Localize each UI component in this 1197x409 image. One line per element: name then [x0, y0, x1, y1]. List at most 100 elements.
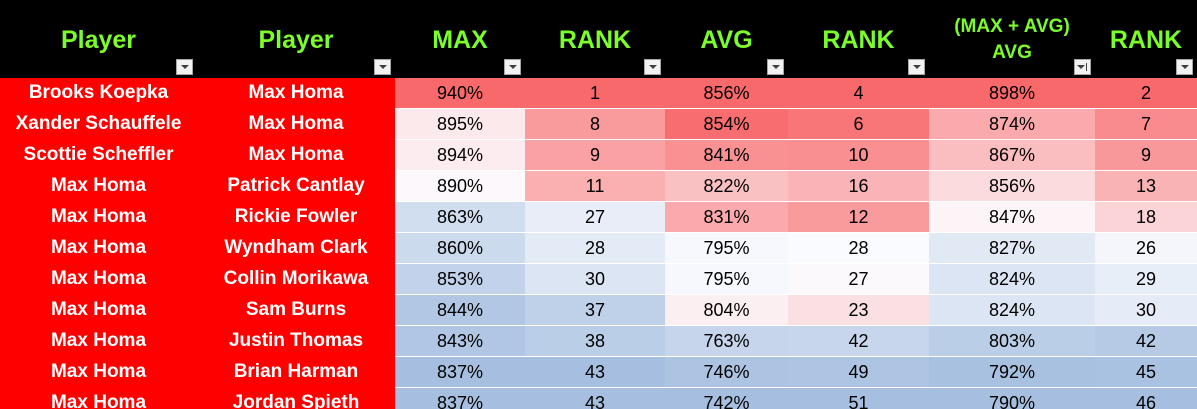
cell-player-1[interactable]: Max Homa — [0, 387, 197, 409]
cell-max-rank[interactable]: 8 — [525, 108, 665, 140]
cell-combined-rank[interactable]: 42 — [1095, 325, 1197, 357]
cell-avg-rank[interactable]: 49 — [788, 356, 929, 388]
sort-filter-icon[interactable] — [1074, 59, 1091, 75]
cell-max-rank[interactable]: 37 — [525, 294, 665, 326]
cell-combined-rank[interactable]: 26 — [1095, 232, 1197, 264]
cell-player-2[interactable]: Patrick Cantlay — [197, 170, 395, 202]
cell-player-1[interactable]: Xander Schauffele — [0, 108, 197, 140]
cell-combined-rank[interactable]: 9 — [1095, 139, 1197, 171]
cell-combined[interactable]: 898% — [929, 78, 1095, 109]
filter-dropdown-icon[interactable] — [504, 59, 521, 75]
cell-avg[interactable]: 742% — [665, 387, 788, 409]
cell-max[interactable]: 853% — [395, 263, 525, 295]
cell-combined[interactable]: 790% — [929, 387, 1095, 409]
cell-avg[interactable]: 763% — [665, 325, 788, 357]
cell-avg-rank[interactable]: 28 — [788, 232, 929, 264]
cell-combined[interactable]: 856% — [929, 170, 1095, 202]
cell-player-2[interactable]: Jordan Spieth — [197, 387, 395, 409]
cell-max[interactable]: 837% — [395, 356, 525, 388]
cell-combined-rank[interactable]: 30 — [1095, 294, 1197, 326]
cell-max[interactable]: 863% — [395, 201, 525, 233]
cell-avg[interactable]: 795% — [665, 263, 788, 295]
cell-player-1[interactable]: Max Homa — [0, 294, 197, 326]
cell-player-2[interactable]: Sam Burns — [197, 294, 395, 326]
cell-max[interactable]: 860% — [395, 232, 525, 264]
cell-combined-rank[interactable]: 29 — [1095, 263, 1197, 295]
cell-max-rank[interactable]: 27 — [525, 201, 665, 233]
cell-max-rank[interactable]: 43 — [525, 387, 665, 409]
cell-avg-rank[interactable]: 6 — [788, 108, 929, 140]
cell-combined[interactable]: 874% — [929, 108, 1095, 140]
cell-combined[interactable]: 827% — [929, 232, 1095, 264]
cell-avg-rank[interactable]: 12 — [788, 201, 929, 233]
cell-combined[interactable]: 867% — [929, 139, 1095, 171]
cell-avg-rank[interactable]: 42 — [788, 325, 929, 357]
cell-combined[interactable]: 824% — [929, 294, 1095, 326]
cell-player-2[interactable]: Wyndham Clark — [197, 232, 395, 264]
cell-avg-rank[interactable]: 51 — [788, 387, 929, 409]
cell-player-2[interactable]: Collin Morikawa — [197, 263, 395, 295]
cell-max-rank[interactable]: 1 — [525, 78, 665, 109]
cell-player-2[interactable]: Max Homa — [197, 78, 395, 109]
cell-player-2[interactable]: Justin Thomas — [197, 325, 395, 357]
cell-player-1[interactable]: Max Homa — [0, 201, 197, 233]
cell-avg[interactable]: 804% — [665, 294, 788, 326]
cell-player-1[interactable]: Max Homa — [0, 263, 197, 295]
cell-combined-rank[interactable]: 13 — [1095, 170, 1197, 202]
cell-max-rank[interactable]: 9 — [525, 139, 665, 171]
table-body: Brooks Koepka Max Homa 940% 1 856% 4 898% 2 Xand… — [0, 78, 1197, 409]
cell-player-1[interactable]: Brooks Koepka — [0, 78, 197, 109]
cell-avg[interactable]: 746% — [665, 356, 788, 388]
cell-avg-rank[interactable]: 16 — [788, 170, 929, 202]
cell-combined[interactable]: 803% — [929, 325, 1095, 357]
cell-combined-rank[interactable]: 2 — [1095, 78, 1197, 109]
cell-avg[interactable]: 822% — [665, 170, 788, 202]
cell-combined[interactable]: 792% — [929, 356, 1095, 388]
cell-player-1[interactable]: Max Homa — [0, 170, 197, 202]
table-row: Max Homa Brian Harman 837% 43 746% 49 792% 45 — [0, 356, 1197, 388]
cell-player-1[interactable]: Max Homa — [0, 325, 197, 357]
cell-combined-rank[interactable]: 46 — [1095, 387, 1197, 409]
cell-player-1[interactable]: Max Homa — [0, 356, 197, 388]
filter-dropdown-icon[interactable] — [908, 59, 925, 75]
cell-combined-rank[interactable]: 18 — [1095, 201, 1197, 233]
cell-player-2[interactable]: Max Homa — [197, 108, 395, 140]
cell-combined[interactable]: 824% — [929, 263, 1095, 295]
cell-avg[interactable]: 854% — [665, 108, 788, 140]
cell-max-rank[interactable]: 30 — [525, 263, 665, 295]
cell-avg-rank[interactable]: 27 — [788, 263, 929, 295]
cell-player-2[interactable]: Max Homa — [197, 139, 395, 171]
header-combined-rank: RANK — [1095, 0, 1197, 78]
cell-avg-rank[interactable]: 4 — [788, 78, 929, 109]
cell-player-1[interactable]: Scottie Scheffler — [0, 139, 197, 171]
filter-dropdown-icon[interactable] — [374, 59, 391, 75]
cell-max-rank[interactable]: 38 — [525, 325, 665, 357]
filter-dropdown-icon[interactable] — [644, 59, 661, 75]
cell-max[interactable]: 837% — [395, 387, 525, 409]
cell-max[interactable]: 895% — [395, 108, 525, 140]
cell-player-1[interactable]: Max Homa — [0, 232, 197, 264]
cell-combined[interactable]: 847% — [929, 201, 1095, 233]
filter-dropdown-icon[interactable] — [1176, 59, 1193, 75]
cell-avg-rank[interactable]: 10 — [788, 139, 929, 171]
cell-max-rank[interactable]: 11 — [525, 170, 665, 202]
cell-avg[interactable]: 856% — [665, 78, 788, 109]
cell-max[interactable]: 894% — [395, 139, 525, 171]
cell-avg[interactable]: 841% — [665, 139, 788, 171]
cell-combined-rank[interactable]: 7 — [1095, 108, 1197, 140]
cell-combined-rank[interactable]: 45 — [1095, 356, 1197, 388]
cell-max[interactable]: 940% — [395, 78, 525, 109]
cell-avg[interactable]: 795% — [665, 232, 788, 264]
filter-dropdown-icon[interactable] — [176, 59, 193, 75]
cell-avg-rank[interactable]: 23 — [788, 294, 929, 326]
cell-max[interactable]: 890% — [395, 170, 525, 202]
cell-max-rank[interactable]: 28 — [525, 232, 665, 264]
cell-player-2[interactable]: Brian Harman — [197, 356, 395, 388]
filter-dropdown-icon[interactable] — [767, 59, 784, 75]
cell-player-2[interactable]: Rickie Fowler — [197, 201, 395, 233]
cell-max[interactable]: 844% — [395, 294, 525, 326]
cell-max[interactable]: 843% — [395, 325, 525, 357]
cell-max-rank[interactable]: 43 — [525, 356, 665, 388]
chevron-down-icon — [912, 65, 921, 69]
cell-avg[interactable]: 831% — [665, 201, 788, 233]
